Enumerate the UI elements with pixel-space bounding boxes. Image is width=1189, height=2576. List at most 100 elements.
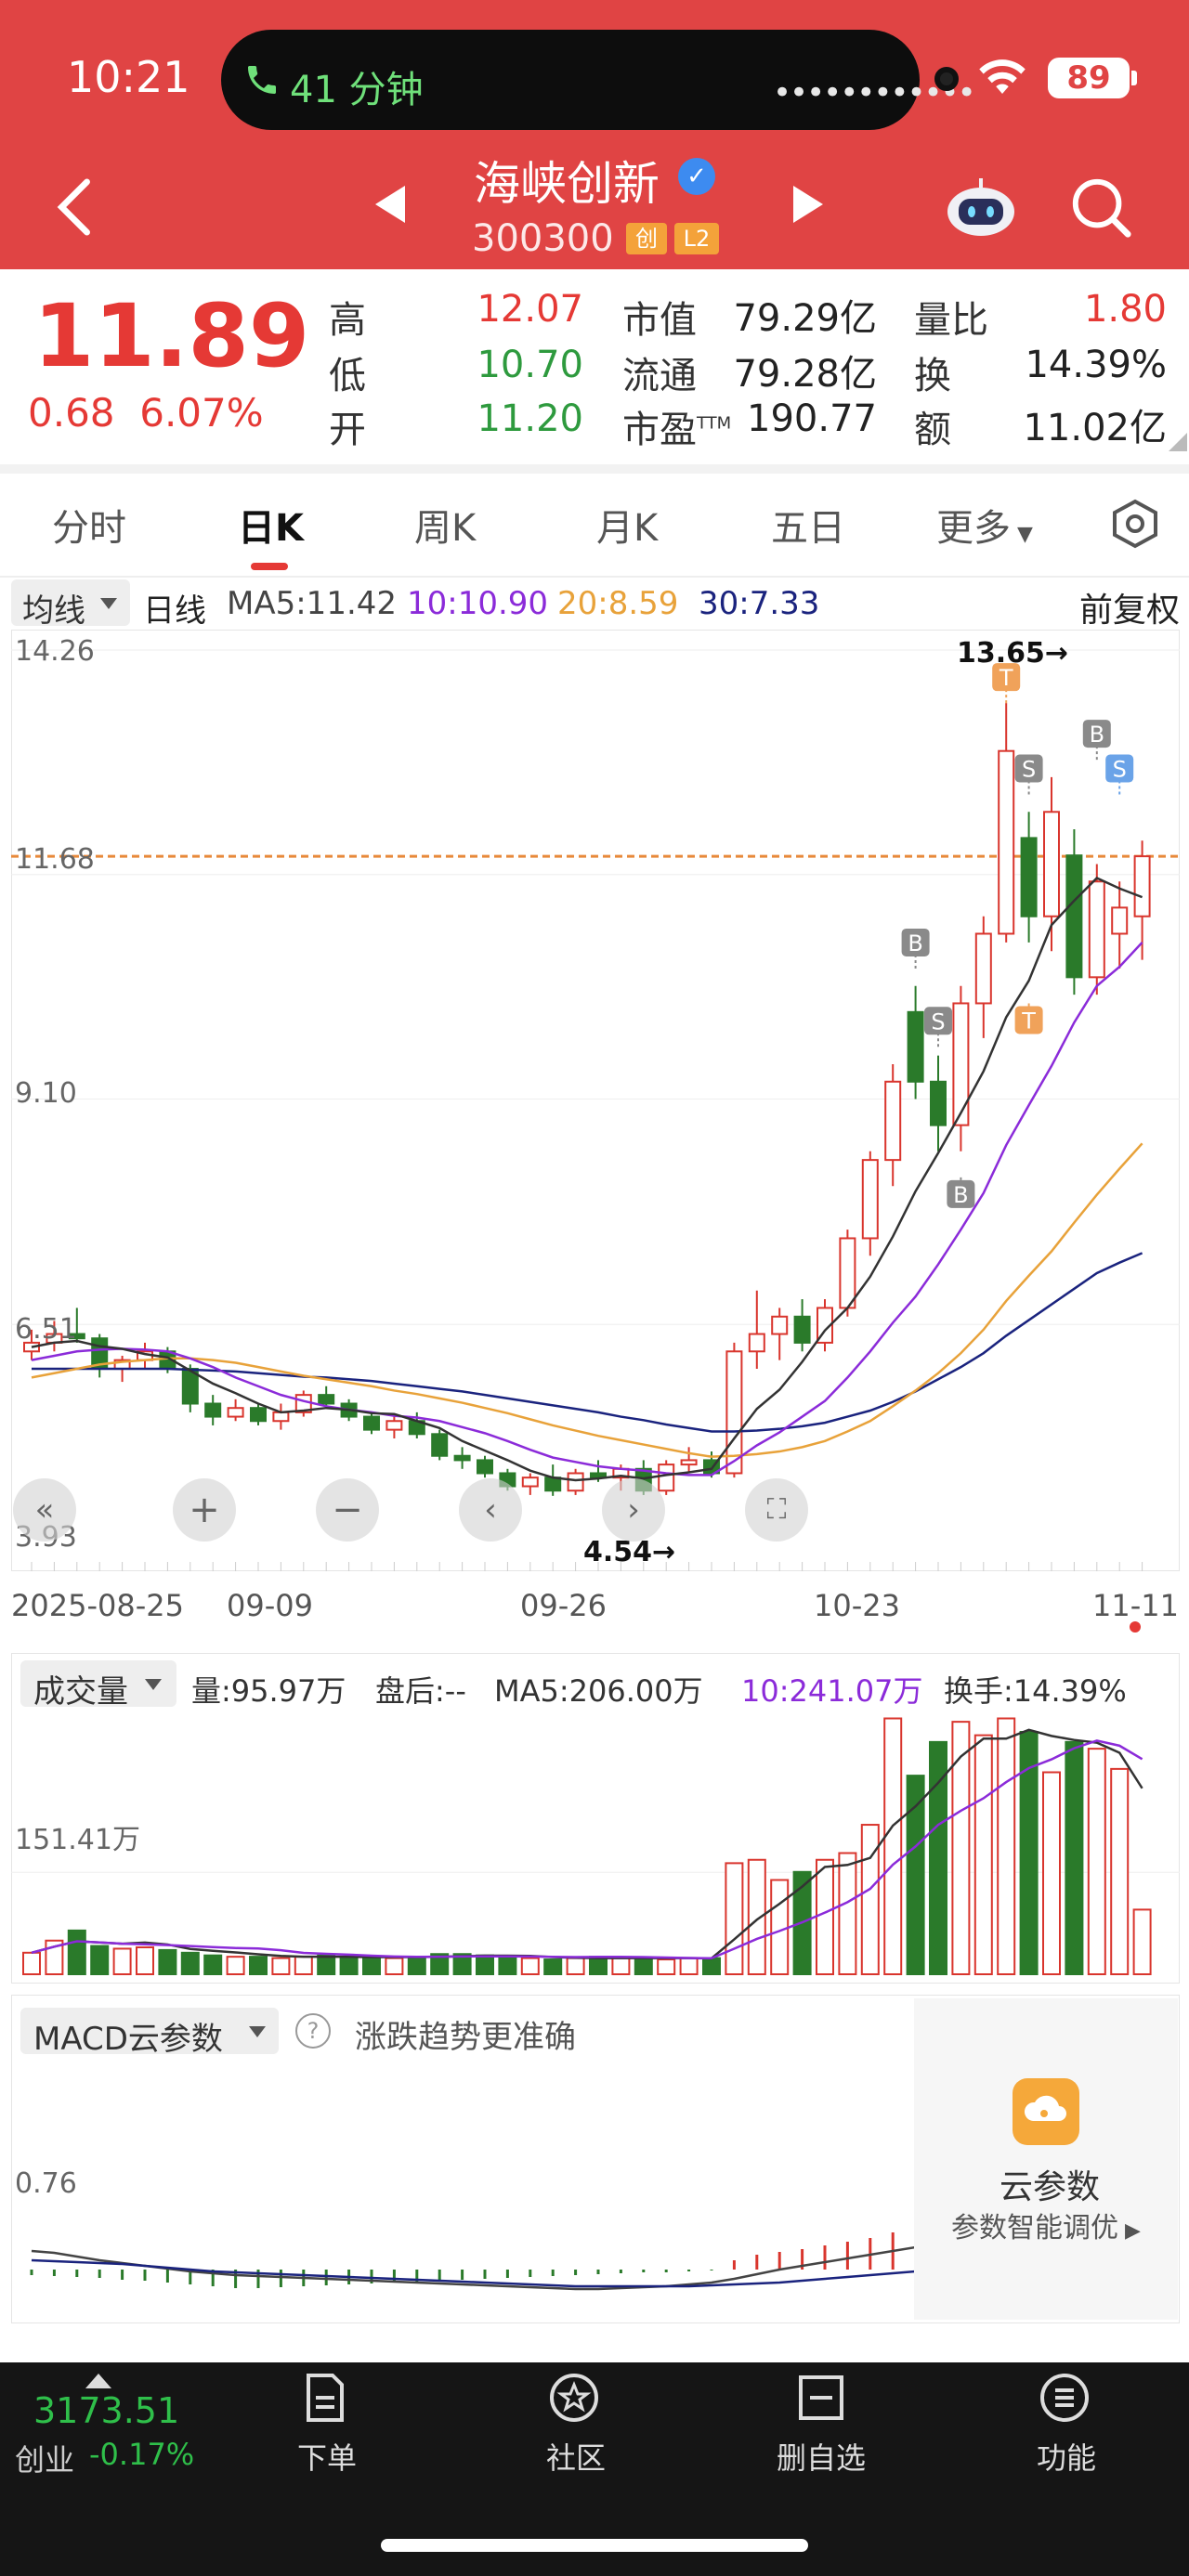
volume-bar	[317, 1954, 336, 1976]
trade-marker-badge	[947, 1179, 975, 1208]
volume-bar	[951, 1721, 971, 1975]
volume-bar	[430, 1953, 450, 1975]
cloud-params-panel[interactable]	[914, 1998, 1178, 2320]
volume-bar	[1110, 1767, 1130, 1975]
caret-down-icon	[100, 598, 117, 609]
scroll-left-button[interactable]: ‹	[459, 1478, 522, 1542]
volume-bar	[747, 1858, 766, 1975]
prev-stock-icon[interactable]	[372, 184, 409, 225]
zoom-out-button[interactable]: −	[316, 1478, 379, 1542]
ma-dropdown-label: 均线	[22, 592, 85, 630]
y-axis-label: 14.26	[15, 635, 95, 668]
search-icon[interactable]	[1068, 175, 1133, 240]
candle-body	[453, 1454, 471, 1462]
float-value: 79.28亿	[733, 353, 877, 396]
dynamic-island[interactable]	[221, 30, 920, 130]
zoom-in-button[interactable]: +	[173, 1478, 236, 1542]
menu-list-icon[interactable]	[1037, 2370, 1092, 2426]
candle-body	[272, 1411, 290, 1423]
volume-bar	[860, 1824, 880, 1975]
nav-remove-watchlist[interactable]: 删自选	[777, 2440, 867, 2476]
volume-bar	[816, 1858, 834, 1975]
volume-bar	[1087, 1748, 1106, 1975]
candle-body	[1133, 855, 1151, 917]
volume-chart[interactable]	[11, 1653, 1180, 1984]
tab-five-day[interactable]: 五日	[771, 507, 845, 550]
adjust-mode-toggle[interactable]: 前复权	[1079, 592, 1181, 630]
volume-bar	[1132, 1908, 1152, 1975]
caret-down-icon	[145, 1679, 162, 1690]
price-change: 0.68 6.07%	[28, 390, 264, 436]
order-document-icon[interactable]	[297, 2370, 353, 2426]
volume-bar	[385, 1957, 404, 1976]
wifi-icon	[979, 59, 1026, 94]
fullscreen-button[interactable]: ⛶	[745, 1478, 808, 1542]
volume-ma10: 10:241.07万	[741, 1673, 923, 1709]
tab-monthly-k[interactable]: 月K	[596, 507, 659, 550]
status-time: 10:21	[67, 52, 190, 102]
macd-dropdown-label: MACD云参数	[33, 2021, 223, 2058]
volume-y-label: 151.41万	[15, 1824, 140, 1856]
back-arrow-icon[interactable]	[56, 178, 93, 236]
candle-body	[907, 1010, 924, 1083]
tab-weekly-k[interactable]: 周K	[414, 507, 477, 550]
float-label: 流通	[622, 355, 697, 397]
caret-down-icon	[249, 2026, 266, 2037]
amount-label: 额	[914, 409, 951, 451]
candle-body	[748, 1333, 765, 1353]
volratio-label: 量比	[914, 299, 988, 342]
battery-level: 89	[1048, 58, 1130, 98]
market-badge: 创	[626, 223, 667, 254]
date-label: 09-26	[520, 1588, 607, 1623]
robot-assistant-icon[interactable]	[944, 175, 1018, 240]
zoom-out-full-button[interactable]: «	[13, 1478, 76, 1542]
y-axis-label: 9.10	[15, 1077, 77, 1110]
chevron-right-icon: ›	[627, 1491, 640, 1529]
macd-chart[interactable]	[11, 1995, 914, 2323]
candle-body	[318, 1394, 335, 1405]
open-label: 开	[329, 409, 366, 451]
scroll-right-button[interactable]: ›	[602, 1478, 665, 1542]
cloud-params-subtitle: 参数智能调优 ▶	[951, 2205, 1141, 2245]
tab-intraday[interactable]: 分时	[52, 507, 126, 550]
active-tab-indicator	[251, 563, 288, 570]
trade-marker-label: B	[953, 1182, 968, 1208]
next-stock-icon[interactable]	[790, 184, 827, 225]
settings-hexagon-icon[interactable]	[1109, 498, 1161, 550]
macd-dif-line	[31, 2245, 914, 2291]
volume-bar	[226, 1956, 245, 1975]
ma5-line	[31, 877, 1143, 1482]
candle-body	[363, 1415, 380, 1431]
volume-bar	[566, 1957, 585, 1976]
macd-indicator-dropdown[interactable]	[20, 2008, 279, 2054]
volume-bar	[973, 1734, 993, 1975]
volume-ma5: MA5:206.00万	[494, 1673, 703, 1709]
index-value[interactable]: 3173.51	[33, 2390, 180, 2431]
nav-order[interactable]: 下单	[297, 2440, 358, 2476]
stock-code: 300300	[472, 217, 614, 260]
date-label: 10-23	[814, 1588, 900, 1623]
trade-marker-label: B	[908, 930, 922, 956]
help-question-icon[interactable]: ?	[295, 2013, 331, 2049]
turnover-label: 换	[914, 355, 951, 397]
expand-corner-icon[interactable]	[1169, 433, 1187, 451]
pe-label-text: 市盈	[622, 409, 697, 451]
nav-functions[interactable]: 功能	[1037, 2440, 1097, 2476]
tab-more[interactable]: 更多 ▼	[936, 498, 1033, 552]
home-indicator[interactable]	[381, 2539, 808, 2552]
candle-body	[1111, 906, 1129, 935]
tab-daily-k[interactable]: 日K	[238, 507, 304, 550]
candle-body	[930, 1080, 947, 1126]
candle-body	[884, 1080, 902, 1162]
remove-watchlist-icon[interactable]	[793, 2370, 849, 2426]
volume-bar	[838, 1852, 857, 1975]
trade-marker-label: S	[931, 1008, 945, 1034]
trade-marker-badge	[992, 663, 1021, 692]
macd-y-label: 0.76	[15, 2167, 77, 2200]
community-star-icon[interactable]	[546, 2370, 602, 2426]
caret-down-icon: ▼	[1011, 523, 1033, 546]
macd-chart-frame	[11, 1995, 1180, 2323]
nav-community[interactable]: 社区	[546, 2440, 607, 2476]
trade-marker-label: T	[999, 665, 1013, 691]
